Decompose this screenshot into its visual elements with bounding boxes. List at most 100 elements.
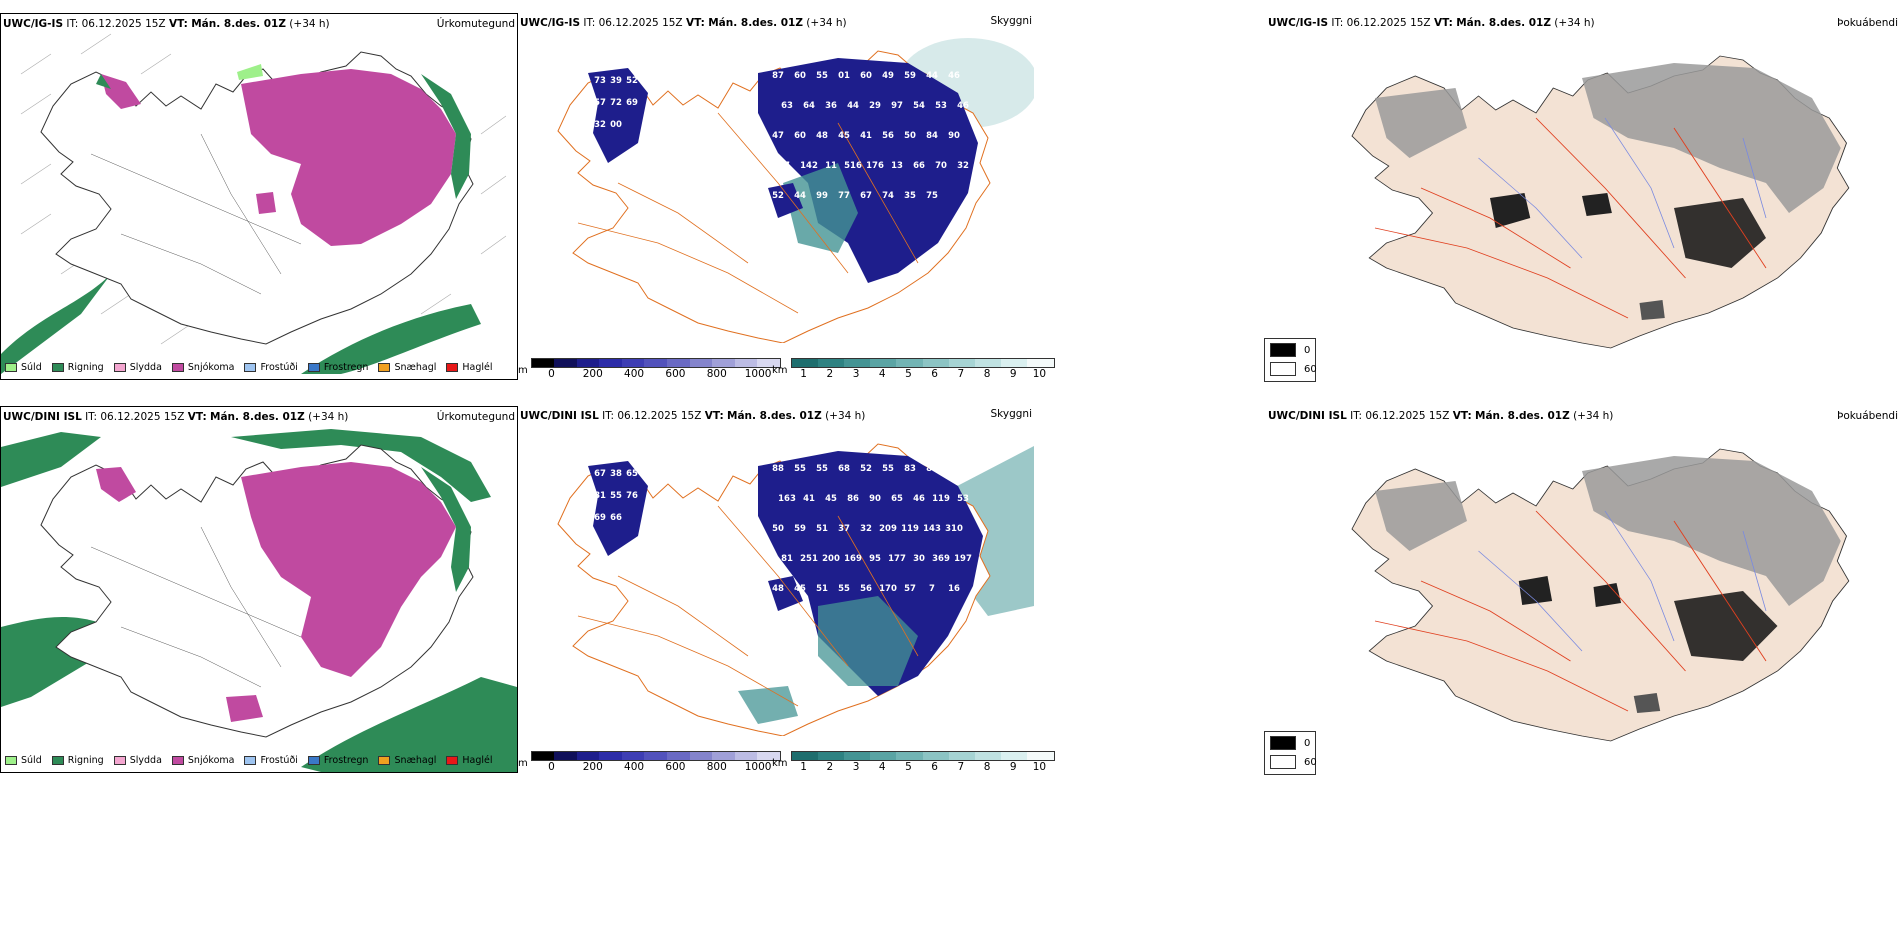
colorbar-step [757, 752, 780, 760]
legend-swatch [244, 363, 257, 372]
cloud-panel-2: UWC/DINI ISL IT: 06.12.2025 15Z VT: Mán.… [518, 406, 1055, 773]
colorbar-step [843, 359, 871, 367]
precip-map [1, 429, 517, 772]
legend-item: Snæhagl [378, 755, 436, 766]
cloudbase-values: 67 38 65 81 55 76 69 66 88 55 55 68 52 55 83 84 133 163 41… [594, 464, 972, 624]
colorbar-step [896, 752, 923, 760]
legend-swatch [113, 756, 126, 765]
cloudbase-values: 73 39 52 57 72 69 32 00 87 60 55 01 60 49 59 44 46 63 64 36… [594, 71, 969, 201]
colorbar-step [621, 359, 645, 367]
colorbar-tick-label: 10 [1032, 761, 1047, 773]
colorbar-step [667, 752, 690, 760]
legend-item: Slydda [113, 755, 162, 766]
cloudbase-value-label: 44 [847, 101, 859, 111]
cloudbase-value-label: 60 [794, 131, 806, 141]
cloudbase-value-label: 142 [800, 161, 818, 171]
cloudbase-value-label: 44 [794, 191, 806, 201]
legend-item: 60 [1270, 362, 1317, 376]
model-name: UWC/IG-IS [3, 18, 64, 30]
cloudbase-value-label: 47 [772, 131, 784, 141]
cloudbase-value-label: 35 [904, 191, 916, 201]
cloudbase-value-label: 55 [816, 464, 828, 474]
colorbar-step [531, 752, 555, 760]
cloudbase-value-label: 38 [610, 469, 622, 479]
cloudbase-value-label: 55 [816, 71, 828, 81]
colorbar-tick-label: 1 [800, 761, 807, 773]
legend-item: Frostregn [307, 362, 368, 373]
cloudbase-value-label: 133 [945, 464, 963, 474]
colorbar-step [791, 752, 818, 760]
colorbar-tick-label: 1000 [744, 368, 772, 380]
colorbar-tick-label: 800 [706, 761, 727, 773]
cloudbase-value-label: 72 [610, 98, 622, 108]
legend-item: Súld [5, 755, 42, 766]
cloudbase-value-label: 369 [932, 554, 950, 564]
cloudbase-value-label: 169 [844, 554, 862, 564]
colorbar-step [554, 359, 577, 367]
cloudbase-value-label: 41 [860, 131, 872, 141]
colorbar-tick-label: 4 [878, 761, 886, 773]
cloudbase-value-label: 45 [838, 131, 850, 141]
cloudbase-value-label: 41 [803, 494, 815, 504]
shade-panel-1: UWC/IG-IS IT: 06.12.2025 15Z VT: Mán. 8.… [1264, 13, 1900, 382]
colorbar-step [576, 752, 600, 760]
cloudbase-value-label: 99 [816, 191, 828, 201]
colorbar-step [689, 359, 713, 367]
fog-index-legend: 0 60 [1264, 338, 1317, 382]
colorbar-tick-label: 7 [957, 761, 965, 773]
panel-header: UWC/DINI ISL IT: 06.12.2025 15Z VT: Mán.… [520, 408, 1033, 422]
cloudbase-value-label: 60 [794, 71, 806, 81]
legend-item: 60 [1270, 755, 1317, 769]
cloudbase-value-label: 197 [954, 554, 972, 564]
legend-swatch [5, 363, 17, 372]
cloudbase-ticks: 0 200 400 600 800 1000 [531, 368, 779, 380]
colorbar-step [531, 359, 555, 367]
cloudbase-value-label: 36 [825, 101, 837, 111]
cloudbase-value-label: 64 [803, 101, 815, 111]
cloudbase-value-label: 97 [891, 101, 903, 111]
colorbar-tick-label: 600 [665, 368, 686, 380]
visibility-colorbar: km 1 2 3 4 5 6 7 8 9 10 [772, 358, 1055, 380]
lead-time: (+34 h) [289, 18, 330, 30]
legend-swatch-light [1270, 755, 1296, 769]
colorbar-step [791, 359, 818, 367]
cloudbase-value-label: 60 [860, 71, 872, 81]
cloudbase-value-label: 51 [816, 524, 828, 534]
colorbar-tick-label: 800 [706, 368, 727, 380]
cloudbase-value-label: 46 [948, 71, 960, 81]
colorbar-step [621, 752, 645, 760]
legend-swatch [378, 756, 391, 765]
colorbar-tick-label: 9 [1009, 368, 1017, 380]
colorbar-step [948, 359, 975, 367]
colorbar-tick-label: 9 [1009, 761, 1017, 773]
panel-title: Úrkomutegund [436, 18, 515, 30]
cloudbase-value-label: 81 [594, 491, 606, 501]
cloudbase-value-label: 56 [882, 131, 894, 141]
legend-item: Slydda [113, 362, 162, 373]
colorbar-step [843, 752, 871, 760]
cloudbase-value-label: 251 [800, 554, 818, 564]
cloudbase-value-label: 95 [869, 554, 881, 564]
colorbar-step [576, 359, 600, 367]
cloudbase-value-label: 55 [794, 464, 806, 474]
colorbar-step [734, 359, 758, 367]
cloudbase-value-label: 44 [926, 71, 938, 81]
colorbar-tick-label: 1 [800, 368, 807, 380]
colorbar-step [599, 359, 622, 367]
legend-item: Frostúði [244, 755, 298, 766]
cloudbase-map: 73 39 52 57 72 69 32 00 87 60 55 01 60 49 59 44 46 63 64 36… [557, 38, 1034, 343]
panel-title: Skyggni [990, 408, 1033, 420]
cloudbase-value-label: 75 [926, 191, 938, 201]
cloudbase-value-label: 45 [794, 584, 806, 594]
colorbar-step [734, 752, 758, 760]
legend-item: Snjókoma [171, 362, 234, 373]
colorbar-tick-label: 200 [582, 368, 603, 380]
cloudbase-value-label: 77 [838, 191, 850, 201]
cloudbase-value-label: 29 [869, 101, 881, 111]
cloudbase-value-label: 119 [932, 494, 950, 504]
precip-map [1, 33, 507, 374]
cloudbase-value-label: 46 [957, 101, 969, 111]
precip-panel-1: UWC/IG-IS IT: 06.12.2025 15Z VT: Mán. 8.… [0, 13, 518, 380]
colorbar-step [870, 359, 897, 367]
cloudbase-value-label: 63 [781, 101, 793, 111]
